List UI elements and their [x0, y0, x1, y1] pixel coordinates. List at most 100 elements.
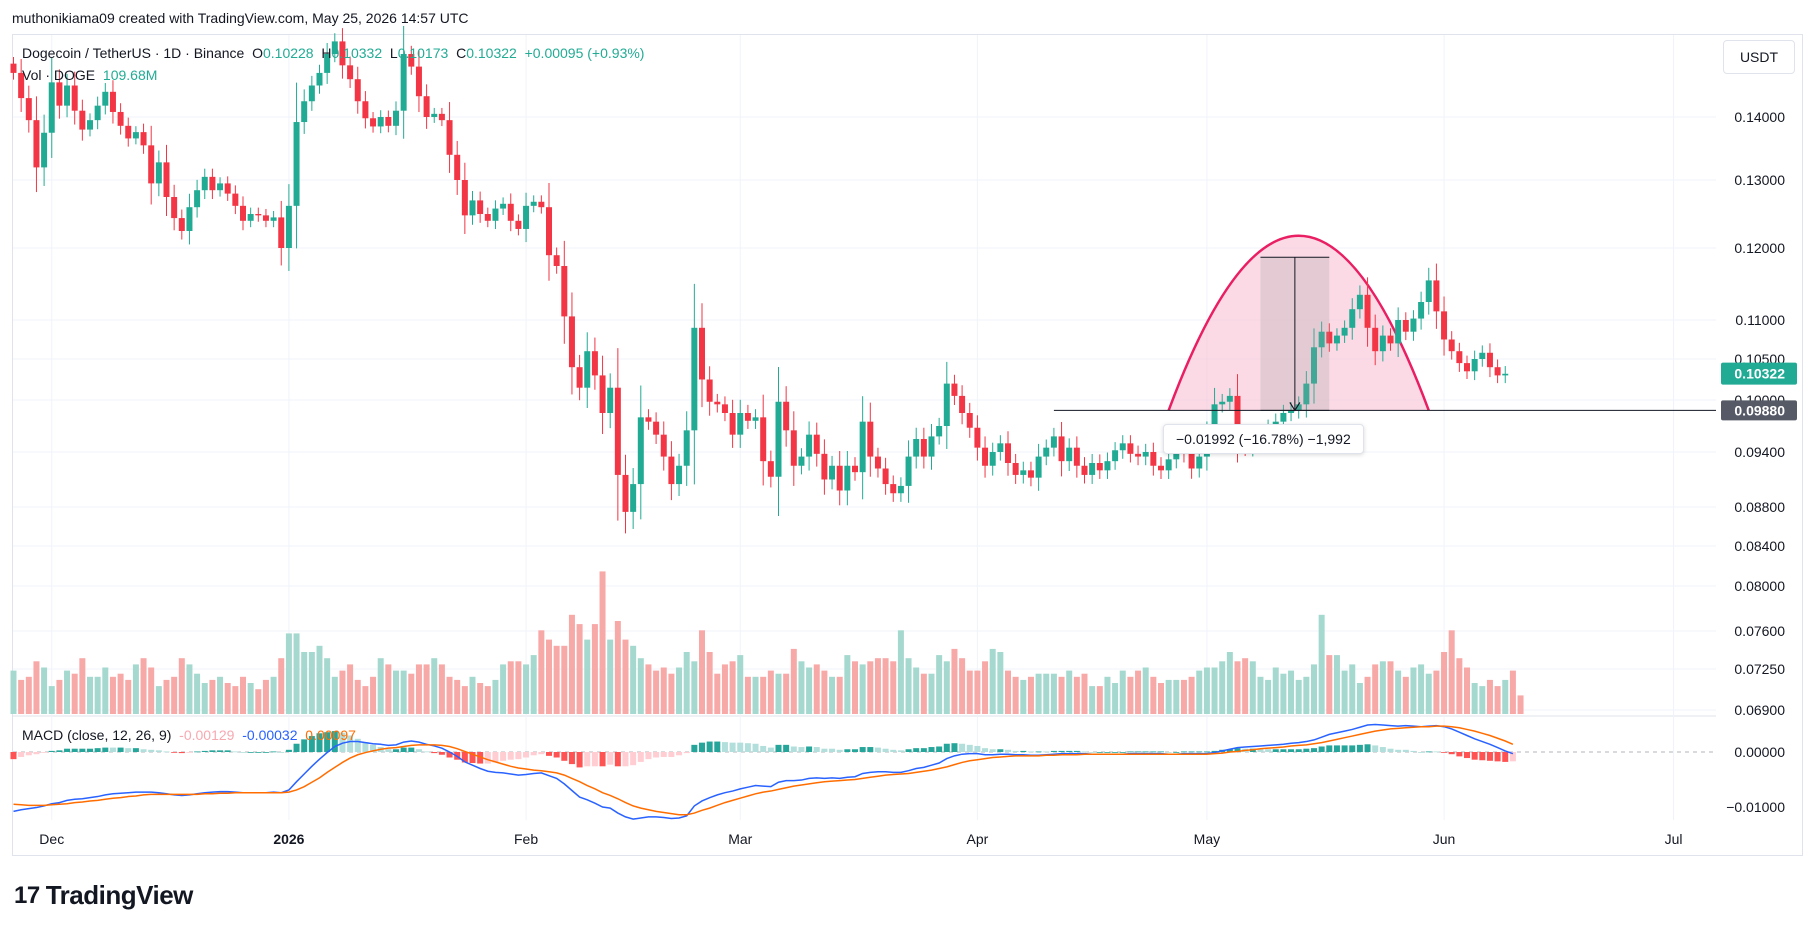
candles — [10, 25, 1509, 534]
volume-bar — [943, 661, 950, 714]
volume-bar — [1502, 679, 1509, 714]
volume-bar — [974, 670, 981, 714]
rounded-top-pattern[interactable] — [1167, 234, 1430, 411]
candle-body — [492, 208, 499, 221]
candle-body — [546, 207, 552, 256]
candle-body — [936, 426, 943, 437]
macd-histogram-bar — [461, 752, 468, 763]
macd-histogram-bar — [890, 749, 897, 752]
volume-bar — [1425, 673, 1432, 714]
macd-histogram-bar — [1211, 750, 1218, 752]
tradingview-brand[interactable]: 17 TradingView — [14, 880, 193, 911]
macd-histogram-bar — [163, 751, 170, 753]
macd-histogram-bar — [775, 744, 782, 752]
volume-bar — [1180, 679, 1187, 714]
volume-bar — [1188, 676, 1195, 714]
macd-histogram-bar — [653, 752, 660, 758]
candle-body — [974, 427, 981, 448]
volume-bar — [155, 686, 162, 714]
macd-histogram-bar — [1035, 751, 1042, 753]
volume-bar — [1272, 667, 1279, 714]
macd-histogram-bar — [676, 752, 683, 756]
volume-bar — [1410, 667, 1417, 714]
macd-histogram-bar — [224, 750, 231, 752]
brand-name: TradingView — [45, 880, 194, 910]
candle-body — [752, 417, 759, 421]
macd-histogram-bar — [1257, 749, 1264, 752]
price-tick-label: 0.08000 — [1734, 578, 1785, 594]
macd-histogram-bar — [1333, 745, 1340, 752]
candle-body — [194, 190, 201, 208]
macd-histogram-bar — [1456, 752, 1463, 757]
macd-histogram-bar — [1288, 749, 1295, 752]
volume-bar — [10, 670, 17, 714]
candle-body — [576, 367, 583, 388]
volume-bar — [186, 664, 193, 714]
candle-body — [117, 111, 124, 126]
macd-legend-label[interactable]: MACD (close, 12, 26, 9) — [22, 727, 172, 743]
macd-histogram-bar — [538, 752, 545, 755]
volume-bar — [262, 679, 269, 714]
candle-body — [209, 176, 216, 191]
candle-body — [783, 401, 790, 431]
macd-histogram-bar — [721, 742, 728, 752]
volume-bar — [1173, 679, 1180, 714]
legend-l-label: L — [389, 45, 398, 61]
candle-body — [477, 200, 484, 214]
candle-body — [790, 430, 797, 466]
candle-body — [737, 413, 744, 435]
macd-histogram-bar — [148, 749, 155, 752]
macd-histogram-bar — [331, 731, 338, 752]
volume-bar — [324, 658, 331, 714]
macd-histogram-bar — [1081, 751, 1088, 753]
attribution-text: muthonikiama09 created with TradingView.… — [12, 10, 469, 26]
legend-low: 0.10173 — [397, 45, 449, 61]
candle-body — [408, 54, 415, 67]
macd-histogram-bar — [1318, 746, 1325, 752]
candle-body — [1196, 456, 1203, 469]
volume-bar — [178, 658, 185, 714]
volume-legend-label[interactable]: Vol · DOGE — [22, 67, 96, 83]
macd-histogram-bar — [1441, 752, 1448, 753]
macd-histogram-bar — [1096, 752, 1103, 753]
currency-selector[interactable]: USDT — [1723, 40, 1795, 74]
price-tick-label: 0.09400 — [1734, 444, 1785, 460]
macd-histogram-bar — [1089, 752, 1096, 753]
overlay-drawings[interactable] — [1053, 256, 1716, 412]
macd-histogram-bar — [217, 750, 224, 752]
legend-open: 0.10228 — [262, 45, 314, 61]
macd-histogram-bar — [744, 743, 751, 752]
time-tick-label: 2026 — [273, 831, 304, 847]
volume-bar — [1280, 673, 1287, 714]
macd-histogram-bar — [393, 749, 399, 752]
volume-bar — [1257, 676, 1264, 714]
macd-histogram-bar — [125, 748, 132, 752]
candle-body — [324, 54, 331, 73]
volume-bar — [1081, 673, 1088, 714]
volume-bar — [1127, 676, 1134, 714]
macd-histogram-bar — [209, 750, 216, 752]
legend-symbol[interactable]: Dogecoin / TetherUS · 1D · Binance — [22, 45, 245, 61]
legend-h-label: H — [321, 45, 332, 61]
candle-body — [982, 447, 989, 466]
candle-body — [278, 217, 285, 248]
candle-body — [683, 430, 690, 466]
volume-bar — [1050, 673, 1057, 714]
volume-bar — [431, 658, 438, 714]
macd-histogram-bar — [622, 752, 629, 767]
candle-body — [1318, 331, 1325, 348]
volume-bar — [308, 652, 315, 714]
candle-body — [614, 387, 621, 475]
volume-bar — [1471, 683, 1478, 714]
macd-histogram-bar — [637, 752, 644, 762]
candle-body — [140, 132, 147, 146]
candle-body — [1112, 450, 1119, 462]
candle-body — [178, 218, 185, 231]
volume-bar — [1288, 670, 1295, 714]
volume-bar — [897, 630, 904, 714]
macd-histogram-bar — [1066, 750, 1073, 752]
candle-body — [316, 72, 323, 86]
macd-histogram-bar — [1234, 748, 1241, 752]
candle-body — [1211, 404, 1218, 435]
